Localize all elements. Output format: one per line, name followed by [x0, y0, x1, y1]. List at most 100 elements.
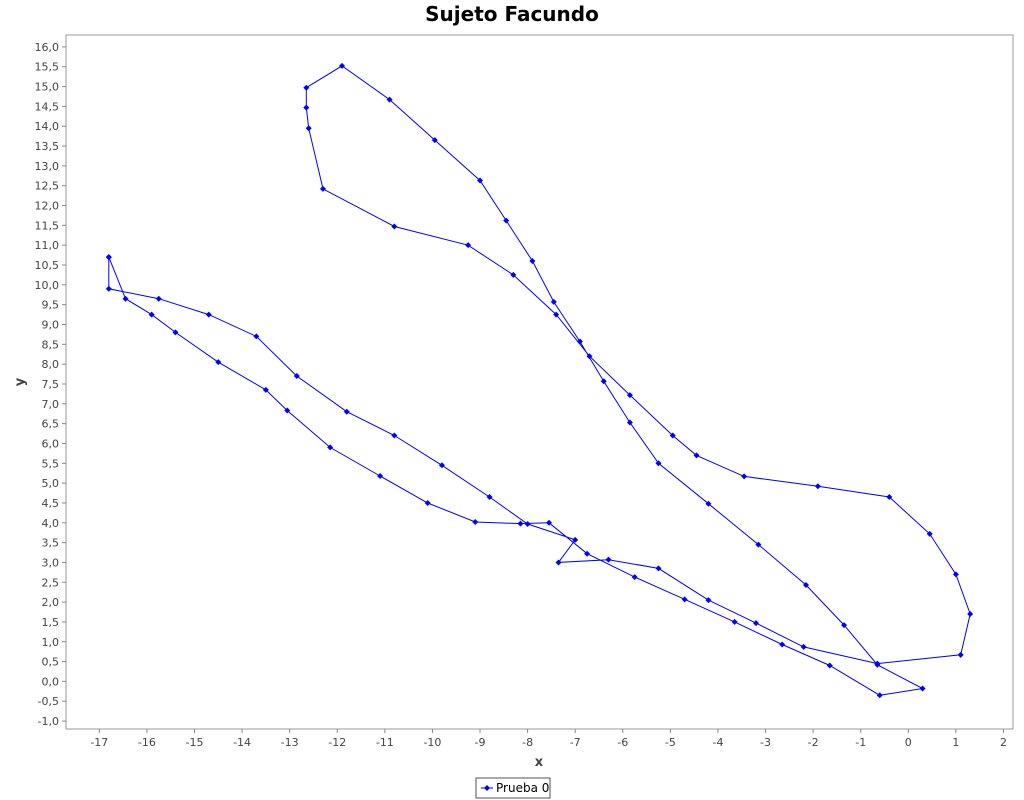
y-tick-label: 7,0 — [42, 398, 60, 411]
data-point — [655, 565, 662, 572]
data-point — [155, 295, 162, 302]
plot-area — [65, 34, 1014, 730]
x-tick-label: -15 — [186, 736, 204, 749]
y-tick-label: 6,5 — [42, 418, 60, 431]
data-point — [377, 472, 384, 479]
data-point — [705, 500, 712, 507]
data-point — [303, 84, 310, 91]
data-point — [957, 651, 964, 658]
data-point — [303, 104, 310, 111]
data-point — [319, 185, 326, 192]
y-axis-label: y — [13, 377, 28, 386]
y-tick-label: 13,0 — [35, 160, 60, 173]
y-tick-label: 14,5 — [35, 100, 60, 113]
data-point — [600, 378, 607, 385]
data-point — [510, 271, 517, 278]
data-point — [424, 499, 431, 506]
data-point — [826, 662, 833, 669]
x-tick-label: -14 — [233, 736, 251, 749]
x-tick-label: -5 — [665, 736, 676, 749]
y-tick-label: 15,0 — [35, 81, 60, 94]
y-axis: -1,0 -0,5 0,0 0,5 1,0 1,5 2,0 2,5 3,0 3,5 4,0 4,5 5,… — [35, 41, 66, 728]
x-tick-label: -17 — [90, 736, 108, 749]
data-point — [693, 452, 700, 459]
data-point — [800, 643, 807, 650]
data-point — [755, 541, 762, 548]
data-point — [524, 520, 531, 527]
data-point — [472, 518, 479, 525]
data-point — [874, 661, 881, 668]
y-tick-label: 2,5 — [42, 576, 60, 589]
y-tick-label: 10,0 — [35, 279, 60, 292]
legend-box — [475, 777, 551, 799]
y-tick-label: 11,5 — [35, 219, 60, 232]
data-point — [386, 96, 393, 103]
x-tick-label: -10 — [423, 736, 441, 749]
data-point — [105, 285, 112, 292]
data-point — [681, 596, 688, 603]
y-tick-label: 0,0 — [42, 675, 60, 688]
data-point — [967, 610, 974, 617]
x-axis-label: x — [535, 755, 544, 770]
x-tick-label: -16 — [138, 736, 156, 749]
y-tick-label: 3,5 — [42, 537, 60, 550]
data-point — [631, 574, 638, 581]
data-point — [814, 483, 821, 490]
data-point — [779, 641, 786, 648]
data-point — [339, 62, 346, 69]
data-point — [753, 620, 760, 627]
y-tick-label: 1,0 — [42, 636, 60, 649]
x-tick-label: 0 — [905, 736, 912, 749]
data-point — [546, 519, 553, 526]
x-tick-label: 2 — [1000, 736, 1007, 749]
data-point — [555, 559, 562, 566]
data-point — [327, 444, 334, 451]
data-point — [343, 408, 350, 415]
y-tick-label: 12,5 — [35, 180, 60, 193]
data-point — [517, 520, 524, 527]
data-point — [886, 494, 893, 501]
y-tick-label: 15,5 — [35, 61, 60, 74]
y-tick-label: 9,0 — [42, 318, 60, 331]
y-tick-label: 0,5 — [42, 656, 60, 669]
data-point — [465, 242, 472, 249]
data-point — [503, 217, 510, 224]
data-point — [529, 258, 536, 265]
series-layer — [105, 62, 974, 699]
data-point — [293, 373, 300, 380]
data-point — [731, 618, 738, 625]
x-tick-label: -2 — [808, 736, 819, 749]
data-point — [215, 359, 222, 366]
y-tick-label: 6,0 — [42, 437, 60, 450]
data-point — [586, 353, 593, 360]
x-tick-label: -9 — [475, 736, 486, 749]
data-point — [876, 692, 883, 699]
y-tick-label: 7,5 — [42, 378, 60, 391]
data-point — [284, 407, 291, 414]
y-tick-label: 11,0 — [35, 239, 60, 252]
data-point — [477, 177, 484, 184]
y-tick-label: 4,5 — [42, 497, 60, 510]
data-point — [952, 571, 959, 578]
data-point — [550, 298, 557, 305]
data-point — [572, 536, 579, 543]
y-tick-label: 12,0 — [35, 200, 60, 213]
y-tick-label: -1,0 — [38, 715, 59, 728]
data-point — [841, 622, 848, 629]
data-point — [431, 137, 438, 144]
x-tick-label: -8 — [522, 736, 533, 749]
data-point — [172, 329, 179, 336]
y-tick-label: 4,0 — [42, 517, 60, 530]
data-point — [438, 462, 445, 469]
y-tick-label: -0,5 — [38, 695, 59, 708]
data-point — [105, 254, 112, 261]
data-point — [626, 419, 633, 426]
y-tick-label: 10,5 — [35, 259, 60, 272]
data-point — [655, 460, 662, 467]
data-point — [669, 432, 676, 439]
data-point — [705, 597, 712, 604]
x-tick-label: -11 — [376, 736, 394, 749]
y-tick-label: 1,5 — [42, 616, 60, 629]
y-tick-label: 13,5 — [35, 140, 60, 153]
